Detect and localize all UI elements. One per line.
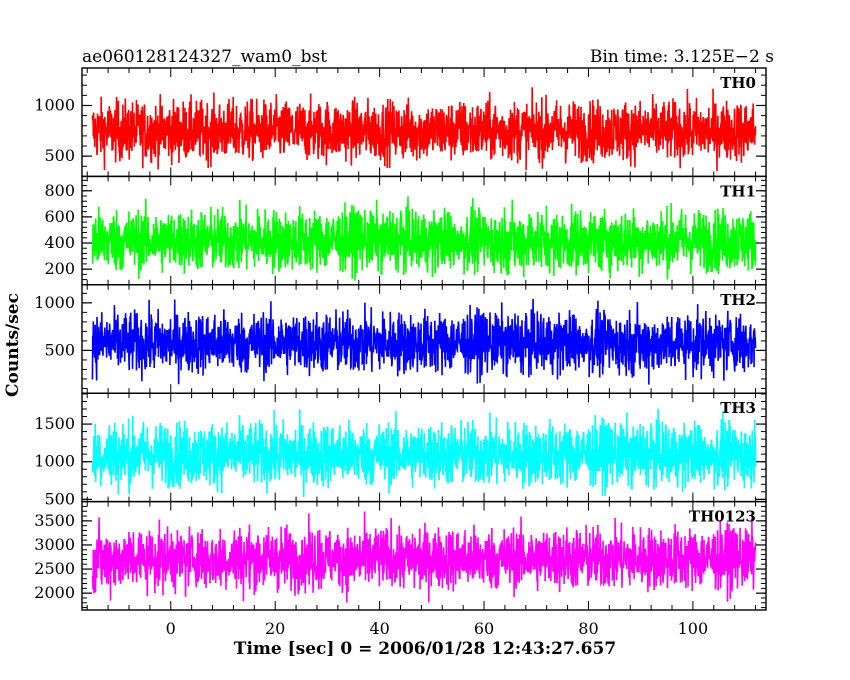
y-tick-label: 500 [44, 146, 75, 165]
chart-title: ae060128124327_wam0_bst [82, 47, 327, 67]
y-tick-label: 400 [44, 233, 75, 252]
y-tick-label: 500 [44, 340, 75, 359]
y-tick-label: 1000 [34, 452, 75, 471]
series-th0123 [91, 511, 757, 603]
x-tick-label: 0 [166, 619, 176, 638]
x-tick-label: 60 [474, 619, 494, 638]
y-tick-label: 200 [44, 259, 75, 278]
panels-group: 500 1000 TH0 200 400 600 800 TH1 500 1000 TH2 500 10… [34, 67, 767, 611]
x-tick-label: 80 [578, 619, 598, 638]
panel-th0123: 2000 2500 3000 3500 TH0123 [34, 500, 767, 611]
series-th3 [91, 408, 757, 498]
y-axis-label: Counts/sec [3, 293, 23, 397]
y-tick-label: 2500 [34, 559, 75, 578]
panel-label: TH0123 [689, 508, 756, 526]
panel-label: TH0 [720, 74, 756, 92]
y-tick-label: 3500 [34, 511, 75, 530]
panel-frame [81, 500, 767, 611]
y-tick-label: 800 [44, 181, 75, 200]
x-tick-label: 100 [678, 619, 709, 638]
x-tick-label: 20 [265, 619, 285, 638]
panel-label: TH1 [720, 182, 756, 200]
panel-label: TH2 [720, 291, 756, 309]
x-axis-label: Time [sec] 0 = 2006/01/28 12:43:27.657 [234, 639, 616, 659]
panel-th2: 500 1000 TH2 [34, 284, 767, 394]
y-tick-label: 1500 [34, 414, 75, 433]
y-tick-label: 3000 [34, 535, 75, 554]
series-th0 [91, 87, 757, 172]
panel-th3: 500 1000 1500 TH3 [34, 392, 767, 508]
y-tick-label: 1000 [34, 293, 75, 312]
y-tick-label: 2000 [34, 583, 75, 602]
bin-time-label: Bin time: 3.125E−2 s [590, 47, 774, 67]
y-tick-label: 500 [44, 489, 75, 508]
x-tick-label: 40 [369, 619, 389, 638]
panel-th0: 500 1000 TH0 [34, 67, 767, 178]
panel-label: TH3 [720, 399, 756, 417]
y-tick-label: 1000 [34, 95, 75, 114]
series-th2 [91, 298, 757, 385]
series-th1 [91, 196, 757, 281]
x-axis: 0 20 40 60 80 100 [166, 619, 709, 638]
y-tick-label: 600 [44, 207, 75, 226]
panel-th1: 200 400 600 800 TH1 [44, 175, 767, 286]
